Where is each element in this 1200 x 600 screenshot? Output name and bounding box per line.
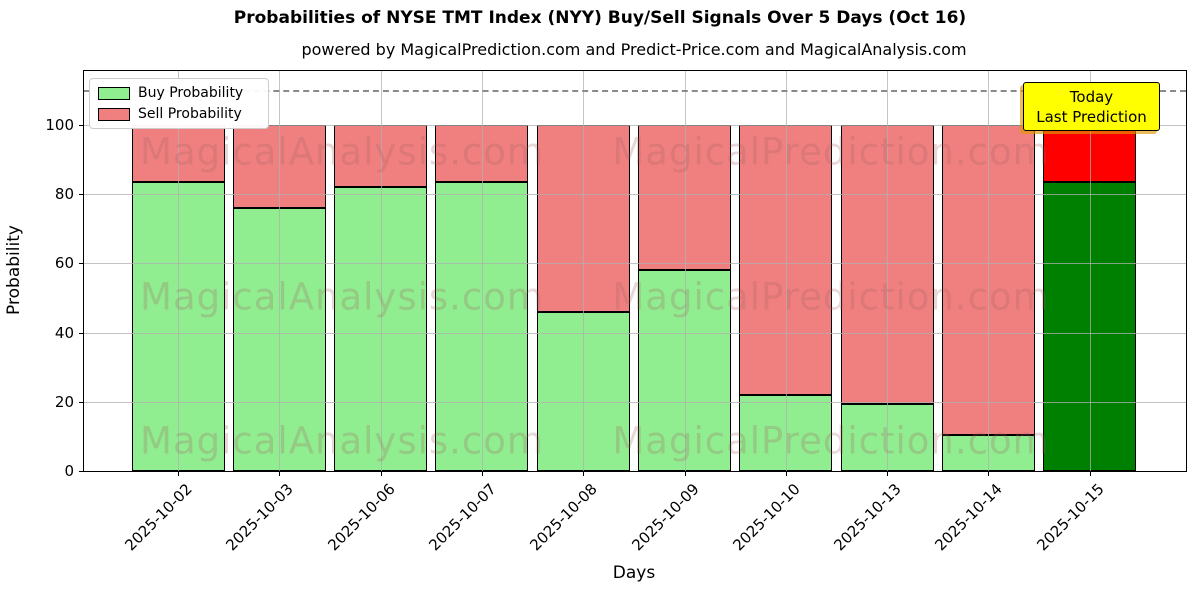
legend-label-buy: Buy Probability (138, 85, 244, 101)
legend-label-sell: Sell Probability (138, 106, 242, 122)
y-tick-mark (79, 263, 84, 265)
legend-item-buy: Buy Probability (98, 85, 260, 101)
gridline-vertical (380, 71, 382, 471)
y-tick-label: 100 (45, 115, 74, 134)
x-tick-mark (684, 471, 686, 476)
legend: Buy Probability Sell Probability (89, 78, 269, 129)
watermark-text: MagicalAnalysis.com (140, 275, 544, 319)
x-tick-mark (988, 471, 990, 476)
gridline-vertical (887, 71, 889, 471)
gridline-vertical (1089, 71, 1091, 471)
chart-subtitle: powered by MagicalPrediction.com and Pre… (301, 40, 967, 59)
y-tick-mark (79, 332, 84, 334)
x-tick-label: 2025-10-08 (526, 480, 601, 555)
x-tick-label: 2025-10-06 (323, 480, 399, 555)
x-tick-mark (178, 471, 179, 476)
x-tick-mark (785, 471, 787, 476)
gridline-horizontal (84, 401, 1186, 403)
x-tick-label: 2025-10-15 (1033, 480, 1108, 555)
x-tick-label: 2025-10-10 (729, 480, 804, 555)
x-tick-label: 2025-10-02 (121, 480, 196, 555)
gridline-vertical (178, 71, 179, 471)
x-tick-mark (279, 471, 281, 476)
watermark-text: MagicalPrediction.com (612, 130, 1050, 174)
x-tick-label: 2025-10-14 (931, 480, 1007, 555)
x-tick-label: 2025-10-13 (830, 480, 905, 555)
dashed-threshold-line (84, 90, 1186, 93)
gridline-vertical (684, 71, 686, 471)
y-tick-label: 20 (54, 392, 74, 411)
y-tick-label: 80 (54, 185, 74, 204)
x-tick-label: 2025-10-03 (222, 480, 298, 555)
x-tick-mark (1089, 471, 1091, 476)
x-axis-label: Days (612, 563, 656, 583)
x-tick-label: 2025-10-07 (425, 480, 500, 555)
legend-item-sell: Sell Probability (98, 106, 260, 122)
y-tick-mark (79, 124, 84, 126)
y-tick-mark (79, 194, 84, 196)
gridline-vertical (988, 71, 990, 471)
gridline-vertical (481, 71, 483, 471)
x-tick-mark (481, 471, 483, 476)
gridline-horizontal (84, 332, 1186, 334)
gridline-vertical (785, 71, 787, 471)
chart-title: Probabilities of NYSE TMT Index (NYY) Bu… (233, 8, 967, 28)
x-tick-mark (887, 471, 889, 476)
watermark-text: MagicalPrediction.com (612, 419, 1050, 463)
y-tick-mark (79, 471, 84, 472)
gridline-horizontal (84, 124, 1186, 126)
gridline-horizontal (84, 194, 1186, 196)
watermark-text: MagicalPrediction.com (612, 275, 1050, 319)
watermark-text: MagicalAnalysis.com (140, 419, 544, 463)
watermark-text: MagicalAnalysis.com (140, 130, 544, 174)
x-tick-mark (583, 471, 585, 476)
y-tick-label: 60 (54, 254, 74, 273)
annotation-line2: Last Prediction (1036, 107, 1147, 126)
y-tick-label: 0 (64, 462, 74, 480)
gridline-vertical (279, 71, 281, 471)
plot-area: 0 20 40 60 80 100 2025-10-02 2025-10-03 2025-10-… (45, 70, 1187, 554)
y-axis-label-text: Probability (4, 225, 24, 315)
gridline-vertical (583, 71, 585, 471)
annotation-line1: Today (1069, 87, 1114, 106)
x-tick-mark (380, 471, 382, 476)
sell-legend-swatch (98, 107, 130, 121)
annotation-today-box: Today Last Prediction (1023, 82, 1160, 131)
gridline-horizontal (84, 263, 1186, 265)
buy-legend-swatch (98, 86, 130, 100)
y-tick-mark (79, 401, 84, 403)
x-tick-label: 2025-10-09 (627, 480, 703, 555)
y-tick-label: 40 (54, 323, 74, 342)
